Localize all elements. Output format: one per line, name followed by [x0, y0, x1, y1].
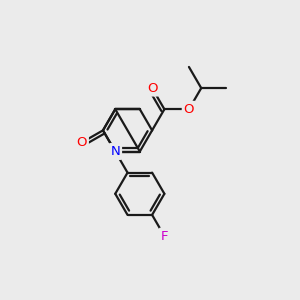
- Text: N: N: [110, 145, 120, 158]
- Text: O: O: [184, 103, 194, 116]
- Text: O: O: [147, 82, 158, 94]
- Text: F: F: [160, 230, 168, 242]
- Text: O: O: [76, 136, 87, 149]
